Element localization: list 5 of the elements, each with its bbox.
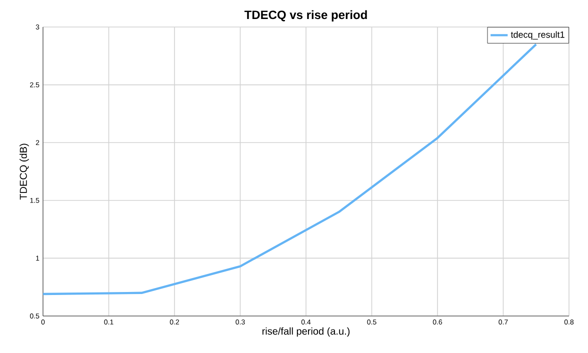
line-series [43, 43, 538, 296]
x-axis-title: rise/fall period (a.u.) [262, 327, 350, 337]
chart-title: TDECQ vs rise period [244, 10, 367, 22]
y-axis-title: TDECQ (dB) [20, 144, 29, 200]
legend-label: tdecq_result1 [510, 31, 564, 40]
